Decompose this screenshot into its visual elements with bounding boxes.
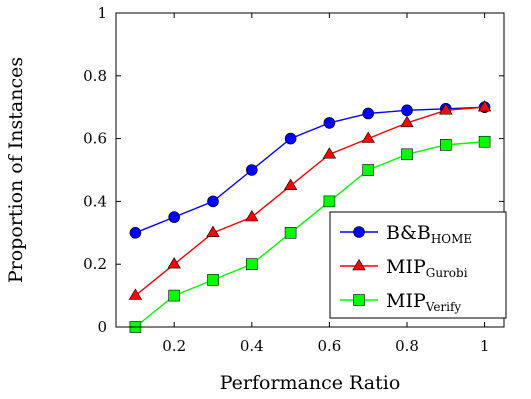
legend-marker <box>353 226 365 238</box>
x-tick-label: 0.6 <box>317 337 341 355</box>
y-tick-label: 0.6 <box>83 130 107 148</box>
data-point-square <box>168 289 180 302</box>
data-point-triangle <box>128 288 143 300</box>
series-layer <box>128 100 492 333</box>
legend-label: MIPGurobi <box>386 256 468 280</box>
x-tick-label: 0.2 <box>162 337 186 355</box>
legend-marker <box>353 294 365 306</box>
y-tick-label: 0 <box>97 318 107 336</box>
x-tick-label: 1 <box>480 337 490 355</box>
series-2 <box>128 100 492 300</box>
data-point-circle <box>246 164 258 176</box>
data-point-square <box>284 227 297 239</box>
legend-entry: B&BHOME <box>340 222 472 246</box>
data-point-triangle <box>400 115 414 128</box>
data-point-circle <box>207 195 219 208</box>
x-tick-label: 0.4 <box>240 337 264 355</box>
series-line <box>134 106 485 297</box>
data-point-triangle <box>206 225 220 237</box>
data-point-triangle <box>245 210 259 222</box>
data-point-square <box>323 195 336 208</box>
data-point-square <box>439 139 452 151</box>
series-line <box>135 106 485 234</box>
y-tick-label: 0.4 <box>83 192 107 210</box>
y-tick-label: 1 <box>97 4 107 22</box>
x-tick-label: 0.8 <box>395 337 419 355</box>
legend-label: B&BHOME <box>386 222 472 246</box>
legend: B&BHOME MIPGurobi MIPVerify <box>329 211 507 319</box>
legend-entry: MIPGurobi <box>340 256 468 280</box>
series-3 <box>129 135 491 333</box>
y-tick-label: 0.8 <box>83 67 107 85</box>
legend-marker <box>352 258 366 271</box>
data-point-triangle <box>361 131 375 143</box>
data-point-triangle <box>477 100 492 112</box>
ticks-layer: 0.2 0.4 0.6 0.8 1 0 0.2 0.4 0.6 0.8 1 <box>83 4 504 355</box>
data-point-triangle <box>167 257 181 269</box>
data-point-circle <box>323 117 336 129</box>
data-point-circle <box>401 104 413 117</box>
data-point-triangle <box>283 178 298 190</box>
data-point-triangle <box>322 147 337 159</box>
legend-entry: MIPVerify <box>340 290 461 314</box>
plot-frame <box>115 12 505 328</box>
data-point-square <box>246 258 258 271</box>
data-point-circle <box>284 132 297 145</box>
data-point-square <box>362 164 375 176</box>
data-point-square <box>478 135 491 148</box>
data-point-triangle <box>439 103 453 115</box>
y-axis-title: Proportion of Instances <box>5 57 27 283</box>
data-point-square <box>207 274 219 286</box>
x-axis-title: Performance Ratio <box>220 372 401 394</box>
data-point-circle <box>362 107 375 120</box>
legend-label: MIPVerify <box>386 290 461 314</box>
data-point-circle <box>129 227 142 239</box>
series-1 <box>129 101 491 239</box>
series-line <box>134 141 485 328</box>
data-point-circle <box>168 211 180 223</box>
y-tick-label: 0.2 <box>83 255 107 273</box>
data-point-square <box>401 148 413 161</box>
